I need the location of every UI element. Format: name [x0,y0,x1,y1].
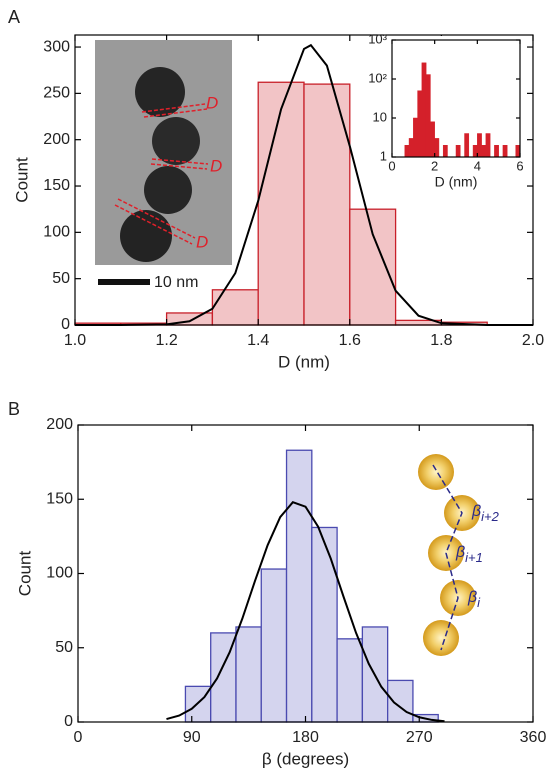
histogram-bar [408,138,414,158]
y-tick-label: 10³ [368,31,387,46]
histogram-bar [211,289,259,326]
x-tick-label: 0 [74,729,83,746]
angle-sub: i+1 [465,550,483,565]
histogram-bar [515,145,521,158]
y-tick-label: 200 [43,131,70,148]
x-tick-label: 360 [520,729,547,746]
x-tick-label: 180 [292,729,319,746]
y-tick-label: 200 [46,416,73,433]
plot-frame [391,39,521,158]
histogram-bar [417,90,423,158]
histogram-bar [455,145,461,158]
histogram-bar [485,133,491,158]
y-axis-label: Count [15,551,34,597]
angle-sub: i [477,595,481,610]
plot-frame [74,34,534,326]
x-tick-label: 2.0 [522,332,544,349]
x-tick-label: 1.4 [247,332,269,349]
histogram-bar [494,145,499,158]
x-tick-label: 4 [474,158,481,173]
histogram-bar [464,133,470,158]
histogram-bar [404,145,410,158]
bead-diagram: βi+2 βi+1 βi [418,454,500,656]
x-tick-label: 1.0 [64,332,86,349]
angle-symbol: β [467,589,477,606]
histogram-bar [260,568,288,723]
tem-image: D D D 10 nm [95,40,232,291]
angle-label: βi+2 [471,503,500,524]
d-marker: D [206,93,218,112]
histogram-bar [303,83,351,326]
inset-background [388,36,526,161]
y-tick-label: 50 [52,270,70,287]
x-tick-label: 1.6 [339,332,361,349]
d-marker: D [196,232,208,251]
histogram-bar [311,526,338,723]
y-tick-label: 100 [46,565,73,582]
y-tick-label: 10² [368,70,387,85]
panel-label: B [8,399,20,419]
fit-curve [75,43,533,326]
histogram-bar [257,81,305,326]
panel-label: A [8,7,20,27]
y-tick-label: 150 [43,177,70,194]
angle-label: βi+1 [455,544,483,565]
x-tick-label: 270 [406,729,433,746]
y-tick-label: 300 [43,38,70,55]
x-tick-label: 2 [431,158,438,173]
histogram-bar [421,62,427,158]
y-tick-label: 250 [43,85,70,102]
scale-bar-label: 10 nm [154,274,198,291]
y-axis-label: Count [12,157,31,203]
y-tick-label: 50 [55,639,73,656]
y-tick-label: 10 [373,109,387,124]
histogram-bar [502,145,508,158]
histogram-bar [472,145,478,158]
histogram-bar [336,638,364,723]
histogram-bar [349,208,397,326]
x-axis-label: D (nm) [435,174,478,190]
angle-label: βi [467,589,481,610]
histogram-bar [481,145,487,158]
histogram-bar [413,117,418,158]
x-tick-label: 90 [183,729,201,746]
y-tick-label: 0 [61,316,70,333]
x-axis-label: D (nm) [278,352,330,371]
y-tick-label: 0 [64,713,73,730]
y-tick-label: 100 [43,224,70,241]
x-axis-label: β (degrees) [262,749,349,768]
histogram-bar [434,138,440,158]
histogram-bar [285,449,313,723]
histogram-bar [235,626,262,723]
angle-symbol: β [455,544,465,561]
x-tick-label: 0 [388,158,395,173]
panel-b: 0 90 180 270 360 0 50 100 150 200 β (degrees) Count… [8,399,546,769]
angle-sub: i+2 [481,509,499,524]
x-tick-label: 1.2 [155,332,177,349]
fit-curve [166,501,445,723]
d-marker: D [210,156,222,175]
y-tick-label: 150 [46,490,73,507]
angle-symbol: β [471,503,481,520]
histogram-bar [477,133,482,158]
histogram-bar [387,679,414,723]
x-tick-label: 1.8 [430,332,452,349]
histogram-bar [425,74,431,158]
y-tick-label: 1 [380,148,387,163]
x-tick-label: 6 [516,158,523,173]
histogram-bar [442,145,448,158]
histogram-bar [430,121,435,158]
